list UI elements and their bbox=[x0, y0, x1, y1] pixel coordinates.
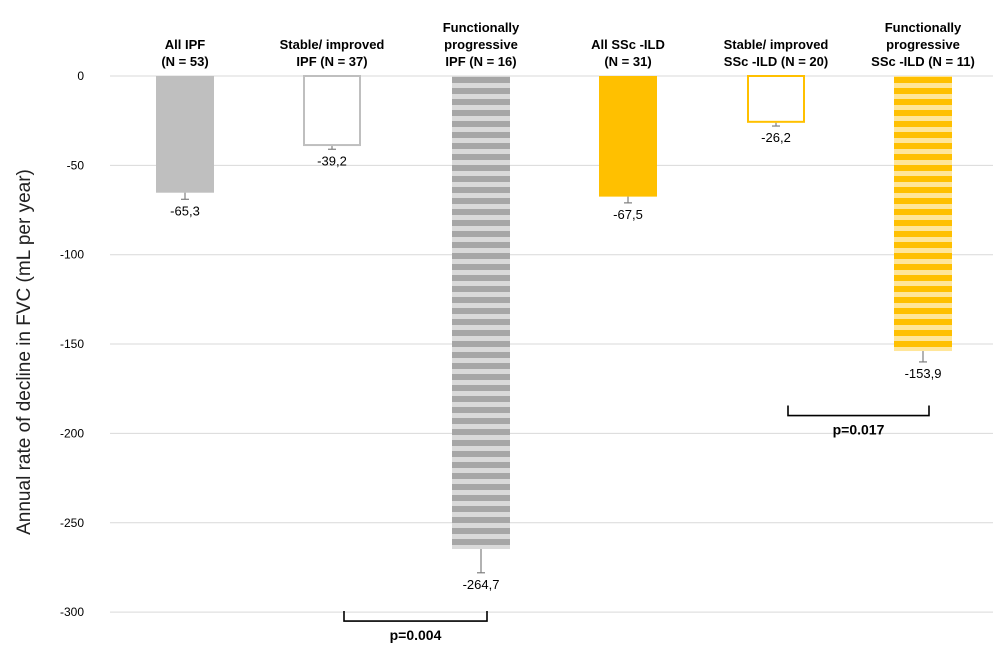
data-label: -264,7 bbox=[463, 577, 500, 592]
bar bbox=[599, 76, 657, 197]
category-label: progressive bbox=[444, 37, 518, 52]
category-label: (N = 53) bbox=[161, 54, 208, 69]
category-label: Functionally bbox=[443, 20, 520, 35]
bar bbox=[303, 75, 361, 147]
y-axis-title: Annual rate of decline in FVC (mL per ye… bbox=[14, 169, 35, 535]
category-label: SSc -ILD (N = 11) bbox=[871, 54, 975, 69]
bar bbox=[894, 76, 952, 352]
bar bbox=[747, 75, 805, 123]
data-label: -39,2 bbox=[317, 153, 347, 168]
category-label: All IPF bbox=[165, 37, 206, 52]
data-label: -65,3 bbox=[170, 203, 200, 218]
significance-bracket bbox=[787, 405, 930, 417]
y-tick-label: -250 bbox=[60, 516, 84, 530]
category-label: SSc -ILD (N = 20) bbox=[724, 54, 828, 69]
category-label: (N = 31) bbox=[604, 54, 651, 69]
category-label: Functionally bbox=[885, 20, 962, 35]
y-tick-label: -50 bbox=[67, 158, 85, 172]
category-label: IPF (N = 16) bbox=[445, 54, 516, 69]
y-tick-label: -300 bbox=[60, 605, 84, 619]
bar bbox=[156, 76, 214, 193]
category-label: All SSc -ILD bbox=[591, 37, 665, 52]
category-label: Stable/ improved bbox=[724, 37, 829, 52]
p-value-label: p=0.017 bbox=[833, 422, 885, 438]
grid-lines bbox=[110, 75, 993, 613]
y-tick-label: 0 bbox=[77, 69, 84, 83]
bars bbox=[156, 75, 952, 574]
category-label: Stable/ improved bbox=[280, 37, 385, 52]
y-tick-label: -100 bbox=[60, 248, 84, 262]
data-label: -67,5 bbox=[613, 207, 643, 222]
data-label: -26,2 bbox=[761, 130, 791, 145]
y-tick-label: -150 bbox=[60, 337, 84, 351]
labels: 0 -50 -100 -150 -200 -250 -300 All IPF (N = 53) S… bbox=[60, 20, 975, 643]
data-label: -153,9 bbox=[905, 366, 942, 381]
category-label: progressive bbox=[886, 37, 960, 52]
y-tick-label: -200 bbox=[60, 426, 84, 440]
p-value-label: p=0.004 bbox=[390, 627, 442, 643]
bar bbox=[452, 76, 510, 550]
significance-bracket bbox=[343, 611, 488, 622]
category-label: IPF (N = 37) bbox=[296, 54, 367, 69]
